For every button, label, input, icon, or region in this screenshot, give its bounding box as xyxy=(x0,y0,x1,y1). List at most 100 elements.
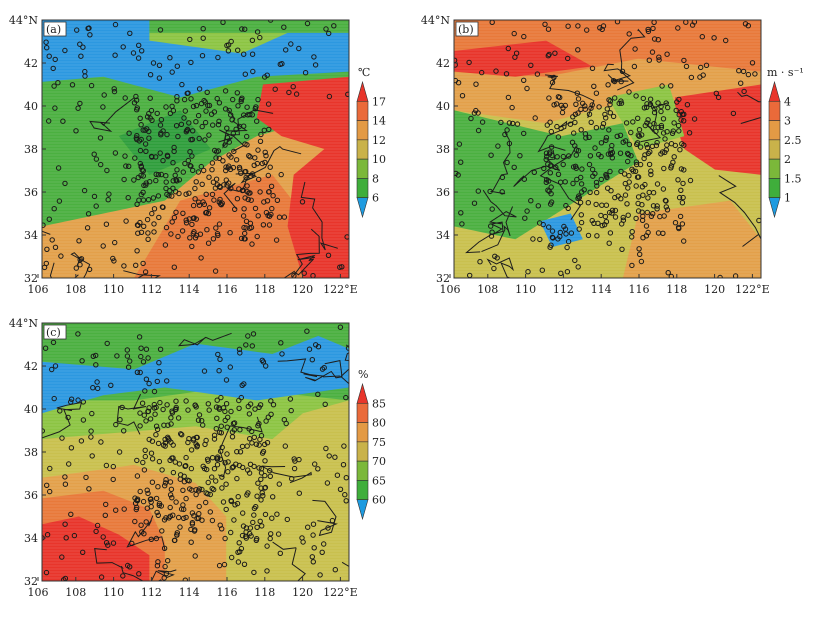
station-marker xyxy=(535,203,541,209)
station-marker xyxy=(167,110,174,117)
station-marker xyxy=(311,54,317,60)
station-marker xyxy=(129,540,135,547)
station-marker xyxy=(155,440,162,447)
station-marker xyxy=(100,104,106,110)
station-marker xyxy=(600,23,607,29)
station-marker xyxy=(625,185,631,191)
station-marker xyxy=(612,207,619,214)
colorbar-segment xyxy=(356,480,369,501)
station-marker xyxy=(171,148,177,155)
station-marker xyxy=(241,123,247,129)
station-marker xyxy=(659,83,665,89)
station-marker xyxy=(247,461,254,467)
station-marker xyxy=(156,368,163,375)
station-marker xyxy=(588,105,594,111)
station-marker xyxy=(169,219,175,225)
lon-tick-label: 110 xyxy=(103,586,124,599)
station-marker xyxy=(104,340,110,347)
station-marker xyxy=(174,167,180,173)
station-marker xyxy=(329,517,336,524)
station-marker xyxy=(207,509,214,515)
panel-label: (a) xyxy=(43,21,67,37)
station-marker xyxy=(135,55,142,61)
station-marker xyxy=(206,174,212,180)
station-marker xyxy=(645,26,651,33)
station-marker xyxy=(182,160,188,167)
station-marker xyxy=(137,219,143,226)
border-line xyxy=(272,541,306,581)
station-marker xyxy=(181,515,187,521)
station-marker xyxy=(572,119,578,126)
station-marker xyxy=(676,128,682,134)
station-marker xyxy=(251,569,257,576)
station-marker xyxy=(564,244,570,251)
station-marker xyxy=(521,176,527,182)
station-marker xyxy=(678,117,684,123)
station-marker xyxy=(681,57,687,64)
station-marker xyxy=(578,212,584,218)
station-marker xyxy=(259,523,265,529)
station-marker xyxy=(243,168,249,175)
station-marker xyxy=(331,23,337,29)
station-marker xyxy=(648,213,655,220)
station-marker xyxy=(620,214,626,221)
station-marker xyxy=(643,223,650,229)
border-line xyxy=(539,146,582,220)
station-marker xyxy=(546,224,552,230)
station-marker xyxy=(159,204,166,210)
station-marker xyxy=(548,199,555,205)
station-marker xyxy=(80,44,86,50)
station-marker xyxy=(126,163,132,170)
colorbar-unit: % xyxy=(358,368,368,381)
station-marker xyxy=(196,503,202,510)
station-marker xyxy=(253,104,259,110)
station-marker xyxy=(654,203,660,209)
station-marker xyxy=(216,221,223,227)
station-marker xyxy=(671,120,677,126)
station-marker xyxy=(151,206,158,212)
station-marker xyxy=(576,226,582,232)
station-marker xyxy=(645,195,651,201)
station-marker xyxy=(249,440,255,446)
station-marker xyxy=(225,48,232,54)
station-marker xyxy=(697,74,703,80)
station-marker xyxy=(203,437,209,444)
station-marker xyxy=(618,168,624,175)
station-marker xyxy=(274,197,281,204)
station-marker xyxy=(262,484,269,491)
station-marker xyxy=(145,490,151,497)
station-marker xyxy=(504,159,510,166)
station-marker xyxy=(211,432,218,438)
station-marker xyxy=(609,155,615,161)
station-marker xyxy=(489,229,495,235)
station-marker xyxy=(188,59,194,66)
station-marker xyxy=(521,130,527,137)
station-marker xyxy=(546,95,552,101)
station-marker xyxy=(136,571,142,577)
station-marker xyxy=(337,324,344,330)
station-marker xyxy=(292,458,298,464)
station-marker xyxy=(145,236,151,243)
station-marker xyxy=(257,34,263,41)
station-marker xyxy=(592,170,598,177)
station-marker xyxy=(530,236,536,242)
border-line xyxy=(481,206,514,253)
station-marker xyxy=(108,382,114,388)
lon-tick-label: 120 xyxy=(292,586,313,599)
station-marker xyxy=(670,159,676,166)
station-marker xyxy=(173,398,179,404)
station-marker xyxy=(607,230,614,236)
station-marker xyxy=(246,190,252,196)
station-marker xyxy=(199,53,206,59)
station-marker xyxy=(471,110,478,116)
station-marker xyxy=(206,132,212,138)
station-marker xyxy=(664,207,671,213)
station-marker xyxy=(213,426,220,432)
colorbar-tick-label: 1 xyxy=(784,192,791,205)
station-marker xyxy=(230,130,237,137)
station-marker xyxy=(637,161,644,168)
station-marker xyxy=(493,68,499,74)
station-marker xyxy=(171,214,178,221)
station-marker xyxy=(235,549,241,555)
station-marker xyxy=(605,151,612,157)
